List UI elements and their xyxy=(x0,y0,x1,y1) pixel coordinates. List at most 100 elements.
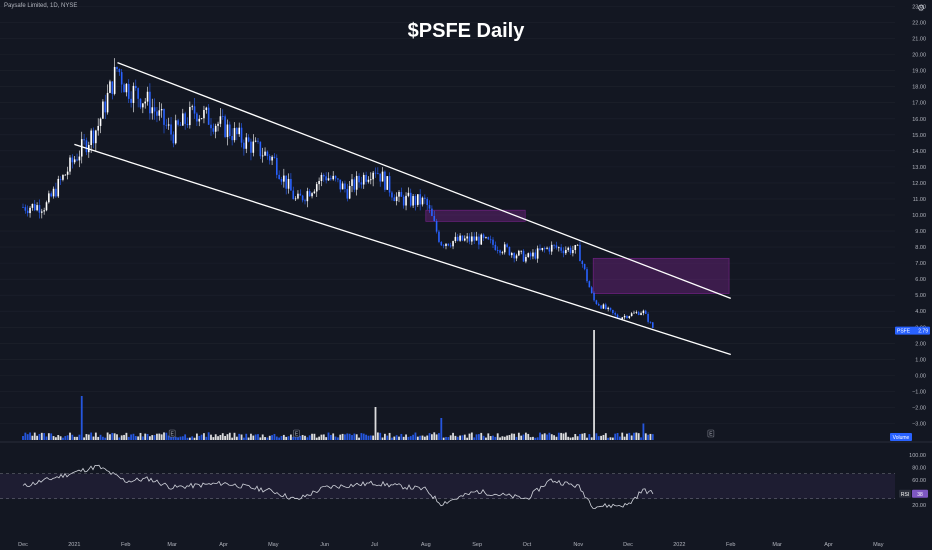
volume-bar xyxy=(438,433,440,440)
candle xyxy=(97,125,99,131)
volume-bar xyxy=(109,434,111,440)
volume-bar xyxy=(532,436,534,440)
candle xyxy=(362,174,365,185)
candle xyxy=(605,304,607,310)
candle xyxy=(400,191,403,197)
candle xyxy=(125,83,128,93)
price-badge-symbol: PSFE xyxy=(897,329,911,335)
volume-bar xyxy=(395,435,398,440)
volume-bar xyxy=(250,433,252,440)
candle xyxy=(421,197,424,205)
volume-bar xyxy=(224,435,226,440)
volume-bar xyxy=(280,435,283,440)
volume-bar xyxy=(595,433,598,440)
candle xyxy=(320,174,323,181)
volume-bar xyxy=(567,436,570,440)
volume-bar xyxy=(470,432,473,440)
candle xyxy=(449,245,452,247)
candle xyxy=(473,236,475,241)
candle xyxy=(102,101,104,119)
volume-bar xyxy=(38,433,41,440)
volume-bar xyxy=(555,436,558,440)
volume-bar xyxy=(579,434,581,440)
volume-bar xyxy=(426,435,429,440)
candle xyxy=(116,66,118,70)
candle xyxy=(174,120,177,144)
volume-bar xyxy=(543,433,546,440)
volume-bar xyxy=(141,436,144,440)
time-tick-label: Oct xyxy=(523,542,532,548)
volume-bar xyxy=(146,433,149,440)
volume-bar xyxy=(590,437,593,440)
volume-bar xyxy=(235,436,238,440)
candle xyxy=(395,196,398,202)
candle xyxy=(553,244,555,246)
candle xyxy=(525,257,527,262)
candle xyxy=(55,188,57,197)
volume-bar xyxy=(344,434,346,440)
price-tick-label: 10.00 xyxy=(912,213,926,219)
candle xyxy=(283,175,285,182)
volume-bar xyxy=(536,437,539,440)
candle xyxy=(99,118,102,126)
rsi-badge-label: RSI xyxy=(901,492,909,498)
price-tick-label: −1.00 xyxy=(912,389,926,395)
gear-icon[interactable]: ⚙ xyxy=(916,3,926,13)
volume-bar xyxy=(285,436,288,440)
volume-bar xyxy=(214,434,217,440)
candle xyxy=(285,175,287,189)
time-tick-label: Jun xyxy=(320,542,329,548)
time-tick-label: 2021 xyxy=(68,542,80,548)
candle xyxy=(358,175,360,183)
volume-bar xyxy=(210,434,212,440)
candle xyxy=(414,196,417,205)
value-badges: PSFE 2.79 Volume RSI 38 xyxy=(890,326,930,498)
volume-bar xyxy=(520,435,523,440)
volume-bar xyxy=(181,436,184,440)
candle xyxy=(123,84,125,93)
volume-bar xyxy=(308,435,311,440)
candle xyxy=(499,250,501,253)
time-tick-label: Mar xyxy=(167,542,177,548)
volume-bar xyxy=(268,435,271,440)
time-tick-label: May xyxy=(268,542,279,548)
volume-bar xyxy=(198,435,201,440)
volume-bar xyxy=(574,434,577,440)
candle xyxy=(518,250,520,256)
volume-bar xyxy=(33,432,36,440)
volume-bar xyxy=(525,432,527,440)
volume-bar xyxy=(473,437,476,440)
volume-bar xyxy=(337,437,339,440)
volume-bar xyxy=(600,435,602,440)
time-axis[interactable]: Dec 2021 Feb Mar Apr May Jun Jul Aug Sep Oct Nov Dec… xyxy=(18,542,884,548)
candle xyxy=(532,252,534,257)
volume-bar xyxy=(649,433,652,440)
candle xyxy=(548,247,551,252)
candle xyxy=(245,137,248,149)
candle xyxy=(558,247,560,249)
candle xyxy=(186,123,189,126)
candle xyxy=(487,237,490,240)
candle xyxy=(273,156,276,158)
volume-bar xyxy=(282,434,285,440)
volume-bar xyxy=(351,435,353,440)
candle xyxy=(464,238,466,241)
volume-bar xyxy=(90,432,93,440)
candle xyxy=(583,264,586,270)
price-tick-label: 17.00 xyxy=(912,101,926,107)
price-tick-label: 12.00 xyxy=(912,181,926,187)
candle xyxy=(590,287,593,294)
volume-bar xyxy=(379,432,382,440)
volume-bar xyxy=(391,437,393,440)
volume-bar xyxy=(233,432,236,440)
candle xyxy=(254,140,257,142)
candle xyxy=(419,194,421,205)
rsi-value-label: 38 xyxy=(917,492,923,498)
candle xyxy=(247,137,250,142)
volume-bar xyxy=(203,433,205,440)
earnings-marker xyxy=(168,429,176,438)
volume-bar xyxy=(393,436,396,440)
candle xyxy=(153,107,156,112)
